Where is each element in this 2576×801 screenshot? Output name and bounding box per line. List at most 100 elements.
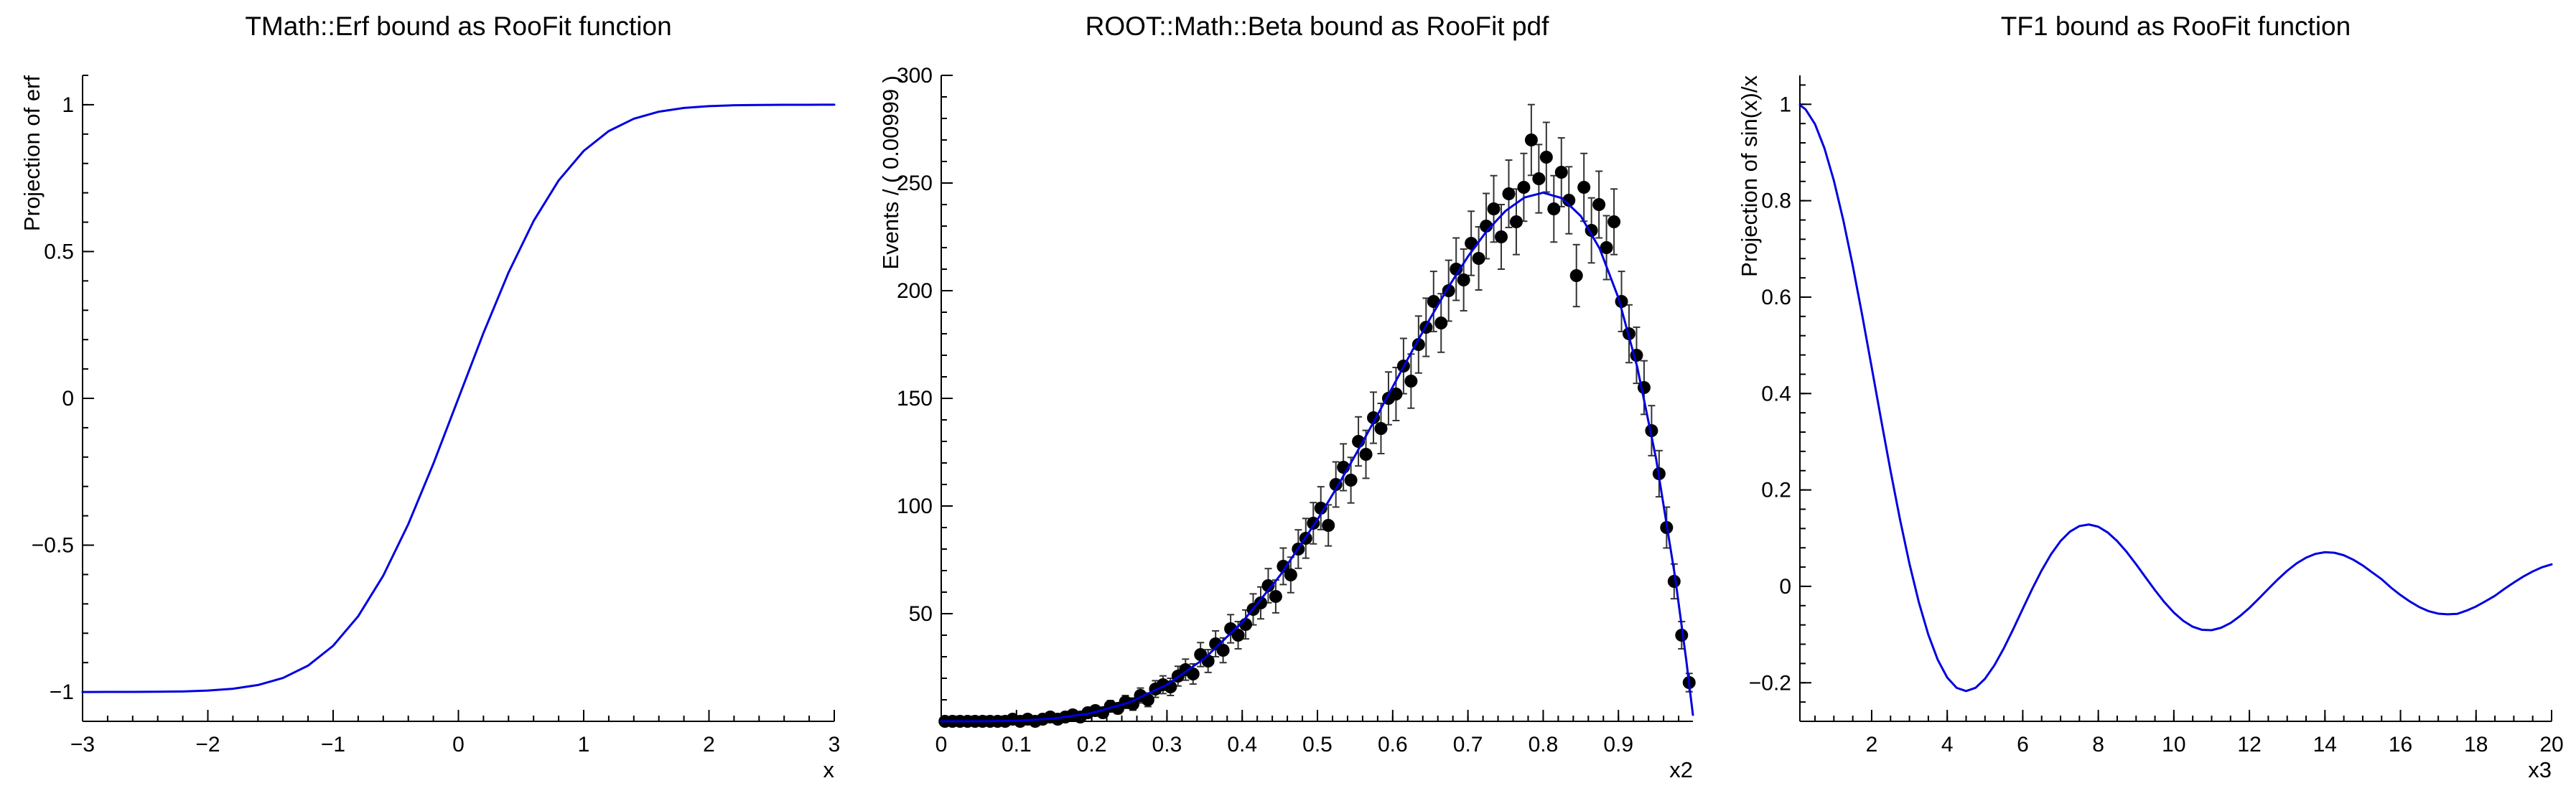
data-point (1509, 215, 1523, 228)
x-tick-label: 0.4 (1227, 733, 1257, 756)
data-point (1562, 194, 1576, 207)
y-tick-label: 100 (897, 495, 933, 518)
erf-plot: −3 −2 −1 0 1 2 3 −1 −0.5 0 0.5 1 (32, 75, 841, 756)
data-point (1269, 590, 1282, 603)
x-tick-label: 0.8 (1529, 733, 1559, 756)
x-tick-label: −2 (195, 733, 220, 756)
data-point (1186, 668, 1200, 680)
y-tick-label: −0.2 (1749, 671, 1791, 695)
x-axis-title: x (823, 757, 835, 782)
x-tick-label: 6 (2017, 733, 2029, 756)
x-tick-label: 20 (2539, 733, 2563, 756)
x-tick-label: 4 (1941, 733, 1954, 756)
data-point (1487, 202, 1501, 215)
data-point (1216, 644, 1230, 657)
y-tick-label: 0 (1779, 575, 1791, 599)
data-point (1457, 273, 1470, 286)
y-tick-label: −1 (50, 680, 74, 704)
x-tick-label: 0.5 (1302, 733, 1333, 756)
data-point (1126, 698, 1139, 711)
chart-title: TMath::Erf bound as RooFit function (245, 11, 672, 41)
data-point (1231, 629, 1245, 642)
data-point (1261, 579, 1275, 592)
x-tick-label: −1 (321, 733, 345, 756)
data-point (1389, 388, 1403, 400)
y-tick-label: 0.8 (1761, 189, 1791, 213)
x-tick-label: 3 (829, 733, 841, 756)
data-point (1547, 202, 1561, 215)
panel-beta-pdf: ROOT::Math::Beta bound as RooFit pdf Eve… (859, 0, 1717, 801)
x-tick-label: 10 (2162, 733, 2185, 756)
data-point (1277, 560, 1290, 573)
data-point (1434, 317, 1448, 329)
x-tick-label: 0 (935, 733, 948, 756)
y-tick-label: 0.5 (44, 240, 74, 263)
data-point (1374, 422, 1388, 435)
axes (82, 75, 835, 722)
data-point (1569, 269, 1583, 282)
y-tick-label: 150 (897, 387, 933, 411)
y-tick-label: 0.6 (1761, 286, 1791, 309)
data-point (1645, 424, 1658, 437)
curve (81, 103, 836, 693)
x-tick-label: 2 (703, 733, 715, 756)
x-tick-label: 0.3 (1152, 733, 1182, 756)
data-point (1254, 596, 1267, 609)
y-tick-label: 1 (62, 93, 74, 117)
x-tick-label: −3 (70, 733, 95, 756)
data-point (1427, 295, 1440, 308)
x-tick-label: 12 (2237, 733, 2261, 756)
data-point (1539, 151, 1553, 164)
y-tick-label: 0 (62, 387, 74, 411)
x-tick-label: 0.7 (1453, 733, 1483, 756)
curve (940, 191, 1694, 723)
data-point (1524, 134, 1538, 146)
y-tick-label: 200 (897, 279, 933, 303)
data-point (1329, 478, 1343, 491)
axes (1799, 75, 2552, 722)
sinc-plot: 2 4 6 8 10 12 14 16 18 20 −0.2 0 0.2 0.4 0.6 0.8 1 (1749, 75, 2564, 756)
data-point (1322, 519, 1335, 532)
y-tick-label: 300 (897, 64, 933, 88)
y-tick-label: 50 (909, 602, 933, 626)
data-point (1592, 198, 1606, 211)
y-tick-label: 250 (897, 172, 933, 195)
data-point (1577, 181, 1591, 194)
data-point (1502, 187, 1516, 200)
panel-sinc: TF1 bound as RooFit function Projection … (1717, 0, 2576, 801)
data-point (1472, 252, 1485, 265)
data-point (1667, 575, 1681, 588)
x-tick-label: 0.9 (1603, 733, 1633, 756)
data-point (1141, 693, 1154, 706)
x-tick-label: 0.6 (1378, 733, 1408, 756)
data-point (1314, 502, 1327, 515)
chart-title: ROOT::Math::Beta bound as RooFit pdf (1085, 11, 1549, 41)
y-tick-label: 0.4 (1761, 382, 1791, 406)
y-tick-label: 0.2 (1761, 479, 1791, 502)
y-tick-label: 1 (1779, 93, 1791, 116)
data-point (1600, 241, 1613, 254)
x-tick-label: 0.2 (1077, 733, 1107, 756)
x-tick-label: 0 (452, 733, 465, 756)
x-tick-label: 16 (2389, 733, 2412, 756)
x-tick-label: 18 (2464, 733, 2488, 756)
data-point (1284, 568, 1297, 581)
x-tick-label: 14 (2313, 733, 2337, 756)
x-tick-label: 0.1 (1002, 733, 1032, 756)
data-point (1465, 237, 1478, 250)
data-point (1607, 215, 1621, 228)
y-tick-label: −0.5 (32, 534, 74, 558)
x-tick-label: 1 (578, 733, 590, 756)
error-bars (941, 103, 1693, 722)
data-point (1411, 338, 1425, 351)
chart-title: TF1 bound as RooFit function (2000, 11, 2351, 41)
data-point (1359, 448, 1373, 461)
curve (1798, 103, 2553, 693)
x-tick-label: 2 (1866, 733, 1878, 756)
x-tick-label: 8 (2092, 733, 2104, 756)
beta-pdf-plot: 0 0.1 0.2 0.3 0.4 0.5 0.6 0.7 0.8 0.9 50 100 150 200 2… (897, 64, 1696, 756)
data-point (1675, 629, 1689, 642)
data-point (1404, 375, 1418, 388)
axes (941, 75, 1693, 722)
data-point (1344, 474, 1358, 487)
